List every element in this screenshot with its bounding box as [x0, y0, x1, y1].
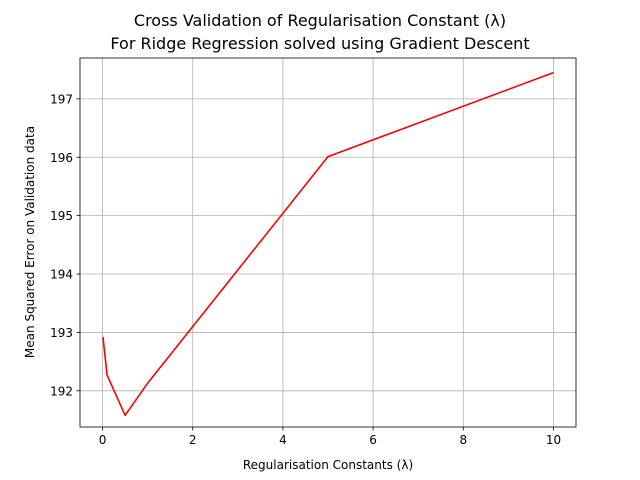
x-tick-label: 2 [189, 433, 197, 447]
x-tick-label: 8 [459, 433, 467, 447]
y-tick-label: 195 [50, 209, 73, 223]
x-tick-label: 4 [279, 433, 287, 447]
x-tick-label: 10 [546, 433, 561, 447]
y-tick-label: 196 [50, 151, 73, 165]
series-line [102, 71, 554, 417]
y-tick-label: 193 [50, 326, 73, 340]
y-tick-label: 197 [50, 92, 73, 106]
y-tick-label: 194 [50, 268, 73, 282]
axis-ticks: 0 2 4 6 8 10 192 193 194 195 196 197 [50, 92, 561, 447]
x-tick-label: 0 [99, 433, 107, 447]
plot-frame [79, 57, 577, 428]
y-axis-label: Mean Squared Error on Validation data [23, 126, 37, 358]
y-tick-label: 192 [50, 384, 73, 398]
x-axis-label: Regularisation Constants (λ) [243, 458, 413, 472]
chart-title-line2: For Ridge Regression solved using Gradie… [110, 34, 529, 53]
plot-series [102, 71, 554, 417]
x-tick-label: 6 [369, 433, 377, 447]
grid [80, 58, 576, 427]
chart-title-line1: Cross Validation of Regularisation Const… [134, 11, 506, 30]
